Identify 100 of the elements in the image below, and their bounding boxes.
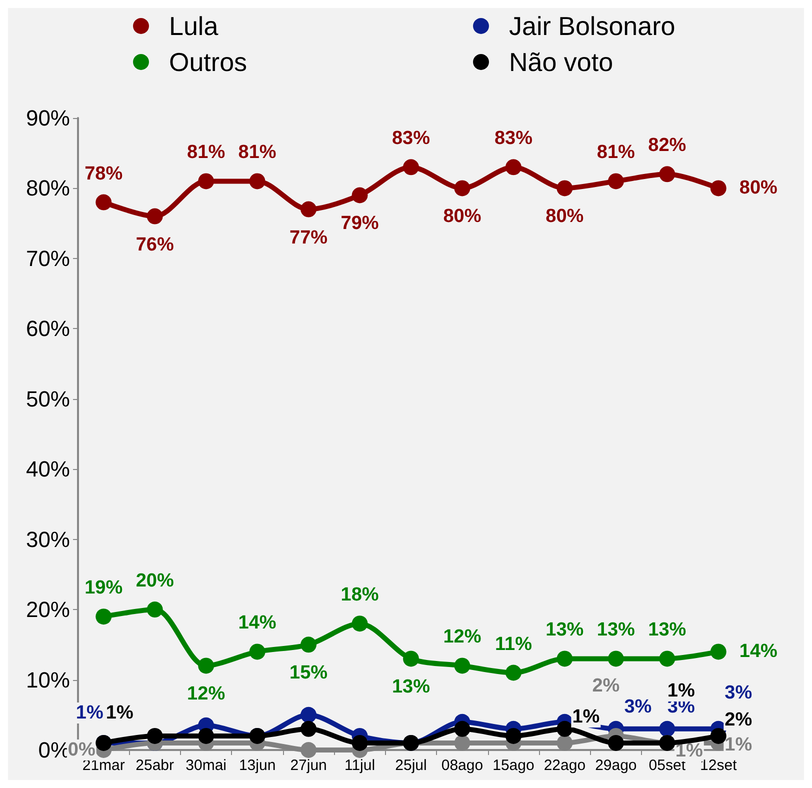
- point: [556, 734, 573, 751]
- data-label: 13%: [392, 676, 430, 698]
- data-label: 80%: [739, 178, 778, 199]
- point: [403, 159, 419, 176]
- data-label: 1%: [724, 734, 752, 756]
- point: [659, 166, 676, 182]
- point: [556, 720, 573, 737]
- data-label: 1%: [106, 702, 134, 724]
- point: [249, 173, 266, 190]
- data-label: 14%: [238, 612, 276, 634]
- x-tick-label: 22ago: [544, 757, 586, 774]
- x-tick-label: 11jul: [344, 757, 376, 774]
- y-tick-label: 10%: [26, 667, 70, 692]
- data-label: 1%: [572, 706, 600, 728]
- data-label: 76%: [136, 234, 174, 256]
- x-tick-label: 27jun: [290, 757, 327, 774]
- point: [96, 194, 112, 210]
- point: [352, 616, 368, 632]
- data-label: 79%: [340, 213, 379, 234]
- data-label: 81%: [596, 142, 636, 164]
- data-label: 2%: [592, 675, 620, 696]
- point: [710, 728, 726, 744]
- point: [659, 720, 676, 737]
- x-tick-label: 08ago: [441, 757, 484, 774]
- data-label: 1%: [667, 680, 695, 702]
- legend-label: Outros: [169, 47, 248, 77]
- point: [300, 742, 317, 758]
- y-tick-label: 70%: [26, 246, 70, 271]
- point: [96, 608, 112, 625]
- legend-label: Lula: [169, 11, 219, 41]
- y-tick-label: 90%: [26, 106, 70, 130]
- point: [454, 658, 470, 674]
- y-tick-label: 50%: [26, 386, 70, 412]
- point: [146, 208, 163, 224]
- point: [608, 173, 624, 190]
- x-tick-label: 13jun: [238, 757, 276, 774]
- data-label: 2%: [724, 709, 752, 730]
- legend-label: Não voto: [509, 47, 614, 77]
- point: [608, 734, 624, 751]
- point: [146, 728, 163, 744]
- y-tick-label: 40%: [26, 456, 70, 482]
- data-label: 12%: [443, 626, 482, 648]
- point: [352, 187, 368, 204]
- point: [352, 734, 368, 751]
- point: [454, 720, 470, 737]
- data-label: 77%: [290, 227, 328, 248]
- data-label: 3%: [624, 696, 652, 718]
- data-label: 11%: [494, 634, 532, 655]
- data-label: 13%: [648, 620, 686, 641]
- data-label: 3%: [724, 682, 752, 704]
- data-label: 13%: [546, 620, 584, 641]
- point: [556, 180, 573, 196]
- point: [454, 180, 470, 196]
- point: [300, 720, 317, 737]
- data-label: 12%: [187, 684, 226, 705]
- point: [249, 644, 266, 660]
- point: [403, 650, 419, 667]
- data-label: 20%: [136, 570, 174, 592]
- point: [505, 728, 522, 744]
- point: [300, 201, 317, 218]
- data-label: 1%: [76, 702, 104, 724]
- point: [300, 636, 317, 653]
- point: [198, 728, 214, 744]
- y-tick-label: 80%: [26, 176, 70, 201]
- point: [608, 650, 624, 667]
- data-label: 83%: [494, 128, 533, 150]
- y-tick-label: 30%: [26, 526, 70, 552]
- data-label: 19%: [84, 578, 123, 599]
- x-tick-label: 29ago: [595, 757, 637, 774]
- x-tick-label: 25jul: [395, 757, 427, 774]
- data-label: 0%: [68, 740, 96, 760]
- data-label: 1%: [675, 740, 703, 762]
- data-label: 80%: [443, 206, 482, 228]
- data-label: 13%: [596, 620, 636, 641]
- point: [505, 159, 522, 176]
- data-label: 82%: [648, 135, 686, 156]
- x-tick-label: 25abr: [136, 757, 174, 774]
- x-tick-label: 30mai: [186, 757, 227, 774]
- point: [454, 734, 470, 751]
- point: [198, 658, 214, 674]
- y-tick-label: 20%: [26, 597, 70, 622]
- data-label: 80%: [546, 206, 584, 228]
- data-label: 18%: [340, 584, 379, 606]
- data-label: 81%: [238, 142, 276, 164]
- x-tick-label: 12set: [700, 757, 738, 774]
- point: [710, 644, 726, 660]
- point: [146, 602, 163, 618]
- data-label: 81%: [187, 142, 226, 164]
- point: [505, 664, 522, 681]
- point: [300, 706, 317, 723]
- point: [659, 650, 676, 667]
- data-label: 78%: [84, 163, 123, 184]
- x-tick-label: 15ago: [492, 757, 534, 774]
- data-label: 15%: [290, 662, 328, 684]
- legend-label: Jair Bolsonaro: [509, 11, 676, 41]
- y-tick-label: 60%: [26, 316, 70, 342]
- point: [198, 173, 214, 190]
- point: [556, 650, 573, 667]
- point: [710, 180, 726, 196]
- data-label: 83%: [392, 128, 430, 150]
